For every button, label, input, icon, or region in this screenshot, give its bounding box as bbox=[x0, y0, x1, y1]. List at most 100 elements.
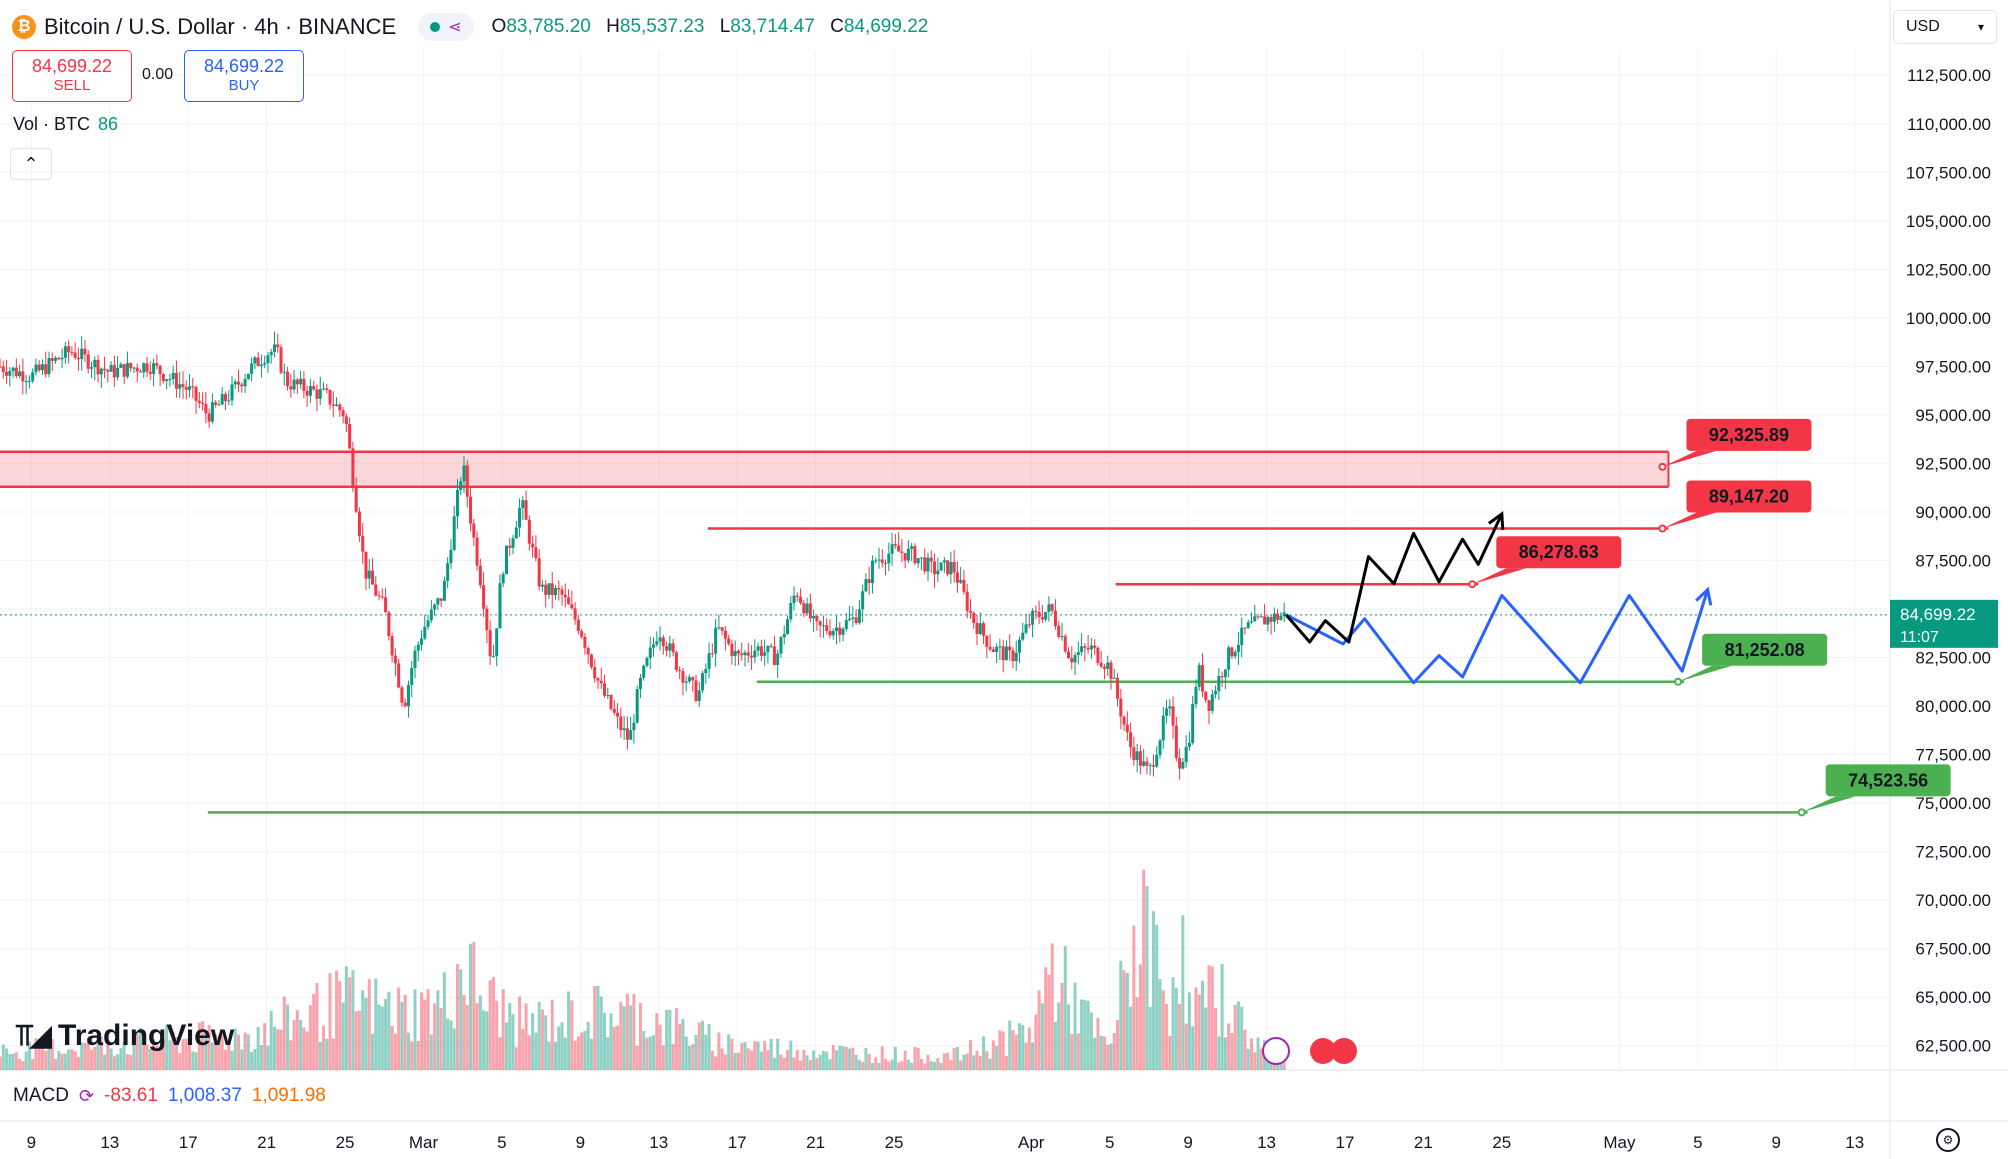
time-tick-label: 5 bbox=[1105, 1133, 1114, 1152]
candle-body bbox=[609, 695, 613, 709]
volume-legend[interactable]: Vol · BTC 86 bbox=[13, 114, 119, 134]
volume-bar bbox=[194, 1052, 198, 1070]
volume-bar bbox=[482, 1010, 486, 1070]
volume-bar bbox=[1024, 1042, 1028, 1070]
volume-bar bbox=[171, 1031, 175, 1070]
callout-box bbox=[1686, 418, 1812, 451]
callout-box bbox=[1825, 764, 1951, 797]
volume-bar bbox=[557, 1026, 561, 1070]
volume-bar bbox=[1243, 1029, 1247, 1070]
volume-bar bbox=[1076, 1033, 1080, 1070]
volume-bar bbox=[805, 1055, 809, 1070]
collapse-legend-button[interactable]: ⌃ bbox=[10, 148, 52, 180]
candle-body bbox=[910, 546, 914, 549]
volume-bar bbox=[393, 1033, 397, 1070]
volume-bar bbox=[50, 1039, 54, 1070]
candle-body bbox=[893, 544, 897, 546]
time-tick-label: 21 bbox=[806, 1133, 825, 1152]
volume-bar bbox=[802, 1049, 806, 1070]
volume-bar bbox=[710, 1050, 714, 1070]
candle-body bbox=[544, 584, 548, 595]
volume-bar bbox=[495, 1000, 499, 1070]
volume-bar bbox=[923, 1063, 927, 1070]
volume-bar bbox=[632, 993, 636, 1070]
volume-bar bbox=[697, 1022, 701, 1070]
callout-pointer bbox=[1678, 665, 1733, 682]
candle-body bbox=[756, 646, 760, 651]
volume-bar bbox=[880, 1046, 884, 1070]
volume-bar bbox=[112, 1056, 116, 1070]
candle-body bbox=[583, 636, 587, 648]
currency-selector[interactable]: USD ▾ bbox=[1893, 10, 1997, 44]
volume-bar bbox=[975, 1050, 979, 1070]
symbol-header[interactable]: ₿ Bitcoin / U.S. Dollar · 4h · BINANCE ⋖… bbox=[12, 10, 938, 44]
zone-fill bbox=[0, 451, 1669, 487]
time-axis[interactable]: 9 13 17 21 25 Mar 5 9 13 17 21 25 Apr 5 9 13 17 21 25 May 5 9… bbox=[27, 1133, 1865, 1152]
candle-body bbox=[1001, 646, 1005, 661]
volume-bar bbox=[1230, 1032, 1234, 1070]
candle-body bbox=[622, 728, 626, 731]
candle-body bbox=[589, 654, 593, 668]
volume-bar bbox=[514, 1047, 518, 1070]
candle-body bbox=[1272, 613, 1276, 622]
volume-bar bbox=[1132, 925, 1136, 1070]
volume-bar bbox=[815, 1058, 819, 1070]
candle-body bbox=[730, 643, 734, 657]
candle-body bbox=[818, 621, 822, 626]
chart-settings-gear-icon[interactable]: ⚙ bbox=[1936, 1128, 1960, 1152]
volume-bar bbox=[936, 1058, 940, 1070]
volume-bar bbox=[1148, 1006, 1152, 1070]
volume-bar bbox=[165, 1024, 169, 1070]
candle-body bbox=[325, 388, 329, 391]
volume-bar bbox=[148, 1049, 152, 1070]
symbol-name[interactable]: Bitcoin / U.S. Dollar bbox=[44, 14, 235, 39]
candle-body bbox=[223, 394, 227, 402]
candle-body bbox=[60, 357, 64, 360]
candle-body bbox=[116, 367, 120, 378]
buy-button[interactable]: 84,699.22 BUY bbox=[184, 50, 304, 102]
candle-body bbox=[1018, 639, 1022, 653]
volume-bar bbox=[674, 1008, 678, 1070]
candle-body bbox=[315, 389, 319, 399]
candle-body bbox=[880, 559, 884, 563]
candle-body bbox=[174, 372, 178, 389]
candle-body bbox=[508, 545, 512, 548]
callout-box bbox=[1702, 633, 1828, 666]
sell-button[interactable]: 84,699.22 SELL bbox=[12, 50, 132, 102]
candle-body bbox=[371, 570, 375, 585]
candle-body bbox=[122, 364, 126, 377]
volume-bar bbox=[1259, 1048, 1263, 1070]
price-axis[interactable]: 112,500.00 110,000.00 107,500.00 105,000.00… bbox=[1890, 66, 1998, 1056]
candle-body bbox=[135, 367, 139, 372]
candle-body bbox=[1243, 627, 1247, 629]
volume-bar bbox=[776, 1038, 780, 1070]
volume-bar bbox=[681, 1019, 685, 1070]
candle-body bbox=[802, 602, 806, 614]
volume-bar bbox=[423, 999, 427, 1070]
candle-body bbox=[1021, 632, 1025, 640]
candle-body bbox=[570, 604, 574, 609]
price-tick-label: 62,500.00 bbox=[1915, 1037, 1991, 1056]
volume-bar bbox=[769, 1038, 773, 1070]
volume-bar bbox=[861, 1061, 865, 1070]
volume-bar bbox=[367, 979, 371, 1070]
candle-body bbox=[645, 658, 649, 666]
candle-body bbox=[812, 616, 816, 619]
volume-bar bbox=[384, 998, 388, 1070]
candle-body bbox=[897, 545, 901, 552]
candle-body bbox=[455, 489, 459, 517]
macd-settings-icon[interactable]: ⟳ bbox=[78, 1085, 95, 1106]
volume-bar bbox=[919, 1059, 923, 1070]
candle-body bbox=[1031, 610, 1035, 625]
volume-bar bbox=[720, 1048, 724, 1070]
interval[interactable]: 4h bbox=[254, 14, 279, 39]
volume-bar bbox=[596, 985, 600, 1070]
projection-arrowhead-black bbox=[1488, 511, 1505, 530]
volume-bar bbox=[47, 1044, 51, 1070]
macd-legend[interactable]: MACD ⟳ -83.61 1,008.37 1,091.98 bbox=[13, 1085, 326, 1106]
callout-box bbox=[1496, 536, 1622, 569]
market-status-pill[interactable]: ⋖ bbox=[418, 13, 474, 41]
candle-body bbox=[593, 667, 597, 679]
candle-body bbox=[1227, 647, 1231, 670]
